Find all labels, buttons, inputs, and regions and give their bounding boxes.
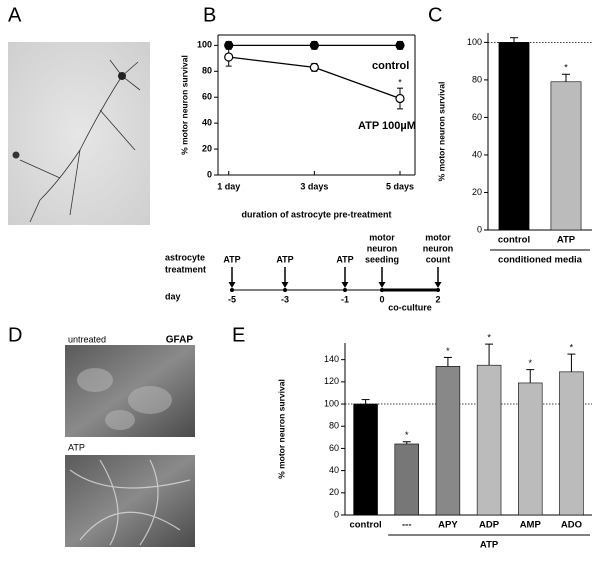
y-tick-label: 60 <box>472 112 482 122</box>
x-tick-label: control <box>498 235 530 246</box>
x-tick-label: control <box>349 520 381 531</box>
y-tick-label: 0 <box>207 169 212 179</box>
event-label: seeding <box>365 254 399 264</box>
y-tick-label: 20 <box>202 143 212 153</box>
image-label: ATP <box>68 442 85 452</box>
y-tick-label: 40 <box>472 149 482 159</box>
event-label: motor <box>369 232 395 242</box>
event-label: neuron <box>423 243 454 253</box>
timeline-period-label: co-culture <box>388 302 432 312</box>
y-tick-label: 100 <box>467 37 482 47</box>
x-axis-label: duration of astrocyte pre-treatment <box>241 209 391 219</box>
timeline-axis-label: day <box>165 291 181 301</box>
y-tick-label: 40 <box>329 465 339 475</box>
bar <box>498 42 530 231</box>
series-label: ATP 100µM <box>358 120 416 132</box>
significance: * <box>570 342 574 352</box>
gfap-images: untreated GFAP ATP <box>65 334 195 547</box>
day-label: -1 <box>341 294 349 304</box>
day-label: 2 <box>435 294 440 304</box>
significance: * <box>487 332 491 342</box>
data-point <box>224 52 234 62</box>
timeline-point <box>436 288 440 292</box>
timeline-row-label: treatment <box>165 264 206 274</box>
y-tick-label: 0 <box>477 224 482 234</box>
y-tick-label: 80 <box>472 74 482 84</box>
x-tick-label: 1 day <box>217 181 240 191</box>
panel-label: B <box>203 4 216 26</box>
panel-label: C <box>428 4 442 26</box>
event-label: motor <box>425 232 451 242</box>
event-arrowhead <box>434 282 442 288</box>
panel-label: A <box>8 4 22 26</box>
event-arrowhead <box>281 282 289 288</box>
y-tick-label: 140 <box>324 354 339 364</box>
y-tick-label: 120 <box>324 376 339 386</box>
event-label: ATP <box>276 254 293 264</box>
significance: * <box>398 78 402 88</box>
significance: * <box>564 63 568 73</box>
x-tick-label: 5 days <box>386 181 414 191</box>
bar <box>435 366 461 516</box>
y-tick-label: 100 <box>197 40 212 50</box>
timeline-point <box>283 288 287 292</box>
series-label: control <box>372 60 409 72</box>
day-label: 0 <box>379 294 384 304</box>
bar <box>353 403 378 516</box>
timeline-row-label: astrocyte <box>165 252 205 262</box>
x-tick-label: 3 days <box>300 181 328 191</box>
y-tick-label: 100 <box>324 398 339 408</box>
bar <box>518 382 543 516</box>
y-axis-label: % motor neuron survival <box>179 55 189 155</box>
significance: * <box>446 346 450 356</box>
x-tick-label: ADP <box>479 520 500 531</box>
event-arrowhead <box>378 282 386 288</box>
image-label: GFAP <box>166 335 194 346</box>
y-axis-label: % motor neuron survival <box>276 379 286 479</box>
y-tick-label: 20 <box>472 187 482 197</box>
x-tick-label: ADO <box>561 520 582 531</box>
data-point <box>309 40 319 50</box>
data-point <box>395 93 405 104</box>
group-label: ATP <box>480 540 499 551</box>
event-label: count <box>426 254 451 264</box>
bar <box>476 364 502 516</box>
y-tick-label: 0 <box>334 509 339 519</box>
panel-label: D <box>8 324 22 346</box>
day-label: -3 <box>281 294 289 304</box>
timeline-point <box>230 288 234 292</box>
neuron-image <box>8 42 150 225</box>
y-tick-label: 60 <box>202 92 212 102</box>
y-tick-label: 60 <box>329 443 339 453</box>
event-arrowhead <box>341 282 349 288</box>
event-arrowhead <box>228 282 236 288</box>
event-label: ATP <box>223 254 240 264</box>
x-tick-label: APY <box>438 520 458 531</box>
y-tick-label: 80 <box>329 421 339 431</box>
x-tick-label: ATP <box>557 235 576 246</box>
event-label: ATP <box>336 254 353 264</box>
day-label: -5 <box>228 294 236 304</box>
event-label: neuron <box>367 243 398 253</box>
bar <box>394 443 419 516</box>
y-tick-label: 40 <box>202 118 212 128</box>
significance: * <box>405 430 409 440</box>
timeline-point <box>343 288 347 292</box>
y-tick-label: 20 <box>329 487 339 497</box>
bar <box>559 371 584 516</box>
y-axis-label: % motor neuron survival <box>436 82 446 182</box>
x-tick-label: --- <box>402 520 412 531</box>
data-point <box>395 40 405 50</box>
image-label: untreated <box>68 334 106 344</box>
group-label: conditioned media <box>498 255 583 266</box>
x-tick-label: AMP <box>520 520 542 531</box>
data-point <box>309 62 319 73</box>
timeline-point <box>380 288 384 292</box>
y-tick-label: 80 <box>202 66 212 76</box>
panel-label: E <box>232 324 245 346</box>
significance: * <box>528 358 532 368</box>
bar <box>550 81 582 231</box>
